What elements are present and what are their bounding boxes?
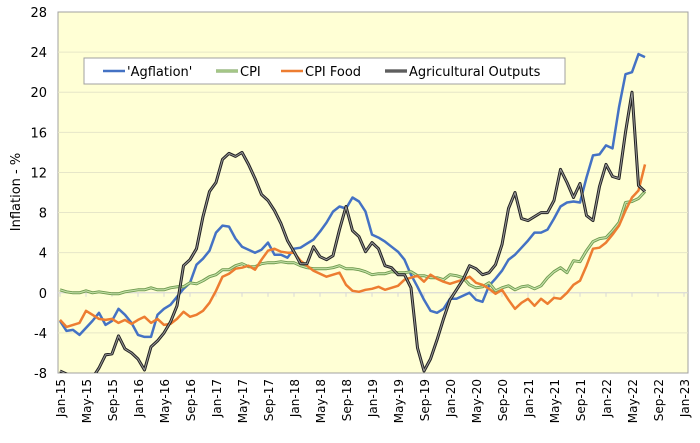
- legend-box: [83, 57, 566, 85]
- y-tick-label: 28: [30, 6, 47, 21]
- x-tick-label: Sep-21: [574, 379, 588, 421]
- y-tick-label: 4: [39, 247, 47, 262]
- legend-label: 'Agflation': [127, 65, 192, 80]
- x-tick-label: Jan-21: [522, 379, 536, 418]
- x-tick-label: Jan-22: [600, 379, 614, 418]
- x-tick-label: May-17: [236, 379, 250, 423]
- x-tick-label: Sep-18: [340, 379, 354, 421]
- y-tick-label: 24: [30, 46, 47, 61]
- x-tick-label: May-20: [470, 379, 484, 423]
- series-line-agricultural-outputs: [59, 91, 646, 373]
- y-axis-label: Inflation - %: [9, 153, 24, 231]
- legend-label: CPI: [240, 65, 261, 80]
- y-tick-label: 16: [30, 126, 47, 141]
- legend: 'Agflation' CPI CPI Food Agricultural Outpu…: [83, 57, 566, 85]
- legend-label: CPI Food: [305, 65, 361, 80]
- x-tick-label: Sep-22: [652, 379, 666, 421]
- x-tick-label: Jan-17: [210, 379, 224, 418]
- x-tick-label: May-22: [626, 379, 640, 423]
- x-tick-label: May-16: [158, 379, 172, 423]
- y-tick-label: -4: [34, 327, 47, 342]
- x-tick-label: Sep-17: [262, 379, 276, 421]
- x-tick-label: Sep-15: [106, 379, 120, 421]
- x-tick-label: Jan-20: [444, 379, 458, 418]
- x-tick-label: Jan-23: [678, 379, 692, 418]
- x-tick-label: May-18: [314, 379, 328, 423]
- y-tick-label: 0: [39, 287, 47, 302]
- x-tick-label: Jan-18: [288, 379, 302, 418]
- series-line-cpi: [59, 191, 646, 295]
- y-tick-label: 20: [30, 86, 47, 101]
- legend-label: Agricultural Outputs: [409, 65, 541, 80]
- y-tick-label: 12: [30, 166, 47, 181]
- x-tick-label: May-15: [80, 379, 94, 423]
- y-tick-label: -8: [34, 367, 47, 382]
- y-tick-label: 8: [39, 207, 47, 222]
- x-tick-label: Sep-16: [184, 379, 198, 421]
- x-tick-label: Jan-15: [54, 379, 68, 418]
- x-tick-label: May-19: [392, 379, 406, 423]
- x-tick-label: May-21: [548, 379, 562, 423]
- x-tick-label: Sep-19: [418, 379, 432, 421]
- series-line-cpi-food: [59, 164, 647, 329]
- series-line-agflation: [58, 52, 646, 339]
- x-tick-label: Jan-16: [132, 379, 146, 418]
- x-tick-label: Jan-19: [366, 379, 380, 418]
- x-tick-label: Sep-20: [496, 379, 510, 421]
